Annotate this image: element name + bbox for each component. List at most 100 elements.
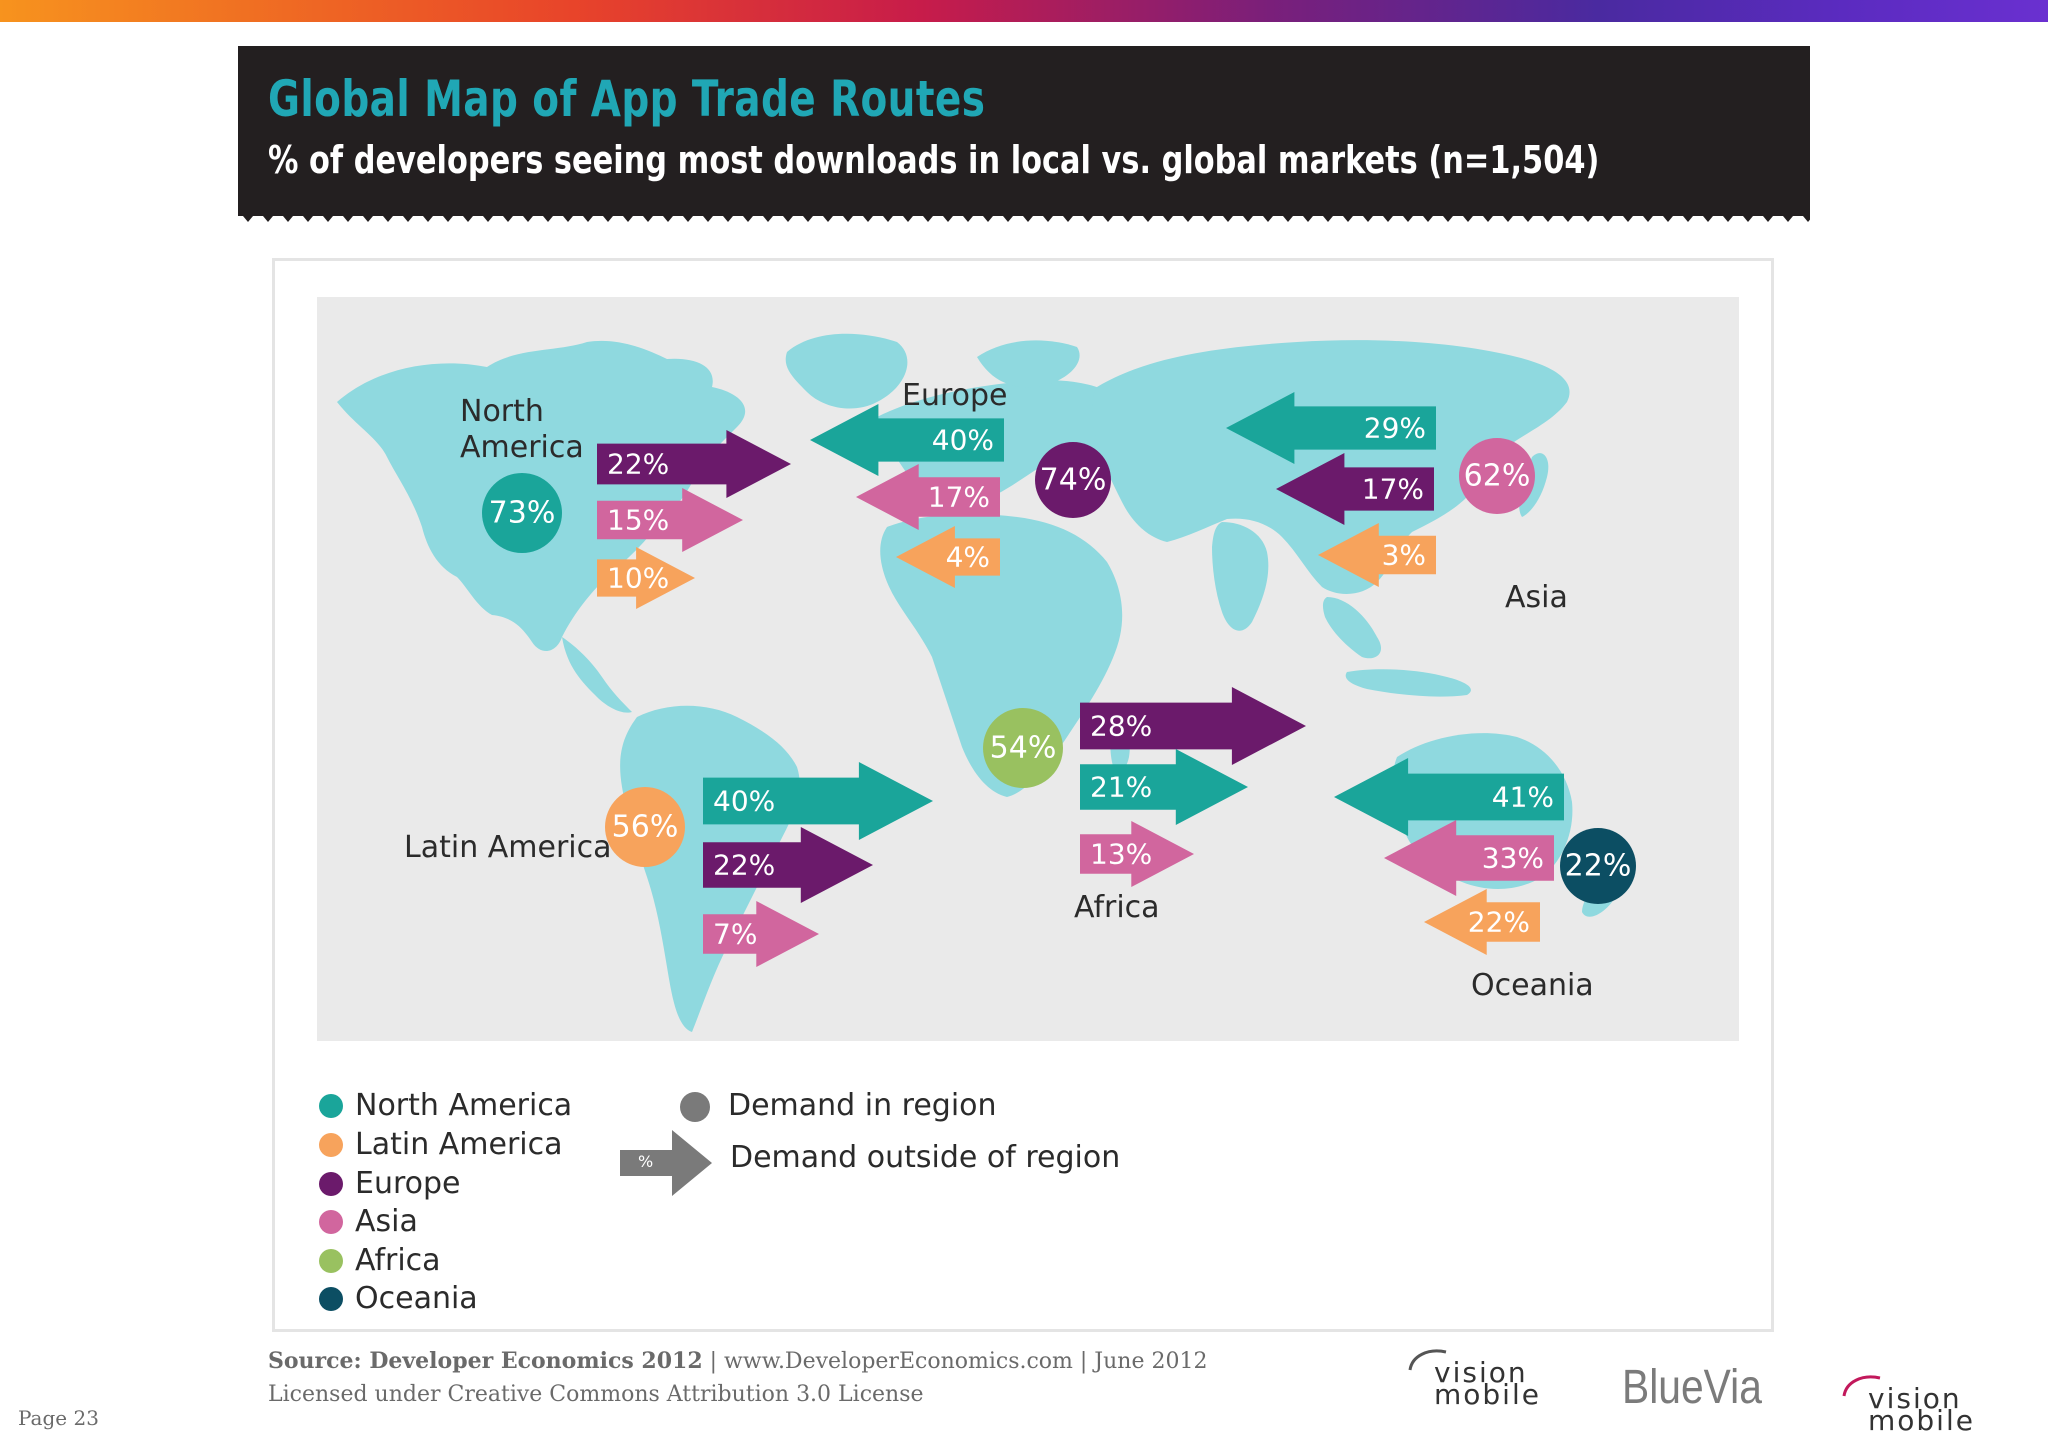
eu-arrow-1-value: 40% [932, 424, 994, 457]
la-arrow-3: 7% [703, 901, 819, 967]
source-bold: Source: Developer Economics 2012 [268, 1348, 703, 1374]
af-arrow-3: 13% [1080, 821, 1194, 887]
eu-arrow-2-value: 17% [928, 481, 990, 514]
oc-arrow-3-shape [1424, 889, 1540, 955]
na-arrow-3-value: 10% [607, 562, 669, 595]
page-title: Global Map of App Trade Routes [268, 70, 986, 128]
oc-arrow-1: 41% [1334, 758, 1564, 836]
legend-label-asia: Asia [355, 1204, 418, 1239]
oc-arrow-1-shape [1334, 758, 1564, 836]
header-zigzag-edge [238, 210, 1810, 222]
legend-dot-asia [319, 1210, 343, 1234]
asia-arrow-1-shape [1226, 392, 1436, 464]
la-arrow-1-shape [703, 762, 933, 840]
landmass-southeast-asia [1322, 597, 1382, 659]
asia-arrow-2-shape [1276, 453, 1434, 525]
asia-circle: 62% [1459, 438, 1535, 514]
asia-arrow-3-value: 3% [1382, 539, 1426, 572]
landmass-central-america [562, 637, 632, 713]
af-circle-disc [983, 708, 1063, 788]
legend-label-oceania: Oceania [355, 1281, 478, 1316]
legend-circle-in-region [680, 1092, 710, 1122]
af-circle: 54% [983, 708, 1063, 788]
asia-arrow-1-value: 29% [1364, 412, 1426, 445]
oc-circle: 22% [1560, 828, 1636, 904]
license-line: Licensed under Creative Commons Attribut… [268, 1382, 924, 1407]
af-arrow-2-value: 21% [1090, 771, 1152, 804]
oc-arrow-2-shape [1384, 820, 1554, 896]
region-label-oceania: Oceania [1471, 968, 1594, 1003]
la-arrow-2-shape [703, 827, 873, 903]
header-banner [238, 46, 1810, 216]
af-arrow-2-shape [1080, 749, 1248, 825]
asia-circle-value: 62% [1464, 459, 1531, 494]
logo-vision-line2: mobile [1434, 1378, 1541, 1411]
visionmobile-swoosh-icon [1408, 1349, 1447, 1371]
la-arrow-1-value: 40% [713, 785, 775, 818]
oc-arrow-3-value: 22% [1468, 906, 1530, 939]
na-arrow-2-shape [597, 488, 743, 552]
region-label-europe: Europe [902, 378, 1008, 413]
logo-vision-mobile-1: vision mobile [1434, 1356, 1541, 1411]
na-circle: 73% [482, 473, 562, 553]
legend-arrow-outside-region [620, 1130, 712, 1196]
eu-circle-value: 74% [1040, 463, 1107, 498]
top-gradient-bar [0, 0, 2048, 22]
landmass-greenland [785, 333, 908, 409]
page-subtitle: % of developers seeing most downloads in… [268, 138, 1600, 182]
region-label-asia: Asia [1505, 580, 1568, 615]
oc-circle-value: 22% [1565, 849, 1632, 884]
af-arrow-2: 21% [1080, 749, 1248, 825]
la-arrow-2-value: 22% [713, 849, 775, 882]
legend-dot-europe [319, 1172, 343, 1196]
af-arrow-3-shape [1080, 821, 1194, 887]
region-label-north-america-2: America [460, 430, 584, 465]
legend-label-africa: Africa [355, 1243, 441, 1278]
eu-arrow-1: 40% [810, 404, 1004, 476]
legend-dot-north-america [319, 1094, 343, 1118]
logo-vision-mobile-2: vision mobile [1868, 1382, 1975, 1435]
eu-circle-disc [1035, 442, 1111, 518]
na-arrow-1-value: 22% [607, 448, 669, 481]
asia-arrow-3: 3% [1318, 523, 1436, 587]
legend-label-north-america: North America [355, 1088, 573, 1123]
legend-label-europe: Europe [355, 1166, 461, 1201]
logo-vision-line1-b: vision [1868, 1382, 1962, 1415]
legend-label-latin-america: Latin America [355, 1127, 563, 1162]
legend-dot-oceania [319, 1287, 343, 1311]
landmass-indonesia [1345, 669, 1471, 697]
legend-label-in-region: Demand in region [728, 1088, 997, 1123]
eu-arrow-2: 17% [856, 464, 1000, 530]
oc-arrow-2: 33% [1384, 820, 1554, 896]
af-arrow-1-value: 28% [1090, 710, 1152, 743]
landmass-india [1212, 522, 1269, 631]
eu-arrow-2-shape [856, 464, 1000, 530]
oc-arrow-3: 22% [1424, 889, 1540, 955]
landmass-africa [880, 514, 1123, 797]
oc-arrow-2-value: 33% [1482, 842, 1544, 875]
na-circle-value: 73% [489, 496, 556, 531]
asia-circle-disc [1459, 438, 1535, 514]
legend-dot-africa [319, 1249, 343, 1273]
na-arrow-1-shape [597, 430, 791, 498]
eu-arrow-3: 4% [896, 526, 1000, 588]
landmass-scandinavia [977, 340, 1080, 388]
af-arrow-1-shape [1080, 687, 1306, 765]
asia-arrow-1: 29% [1226, 392, 1436, 464]
na-arrow-3-shape [597, 547, 695, 609]
na-circle-disc [482, 473, 562, 553]
region-label-africa: Africa [1074, 890, 1160, 925]
region-label-latin-america: Latin America [404, 830, 612, 865]
la-arrow-3-shape [703, 901, 819, 967]
la-arrow-2: 22% [703, 827, 873, 903]
na-arrow-2: 15% [597, 488, 743, 552]
la-circle-value: 56% [612, 810, 679, 845]
eu-circle: 74% [1035, 442, 1111, 518]
logo-vision-line1: vision [1434, 1356, 1528, 1389]
af-circle-value: 54% [990, 731, 1057, 766]
la-circle: 56% [605, 787, 685, 867]
la-arrow-3-value: 7% [713, 918, 757, 951]
na-arrow-1: 22% [597, 430, 791, 498]
legend-dot-latin-america [319, 1133, 343, 1157]
